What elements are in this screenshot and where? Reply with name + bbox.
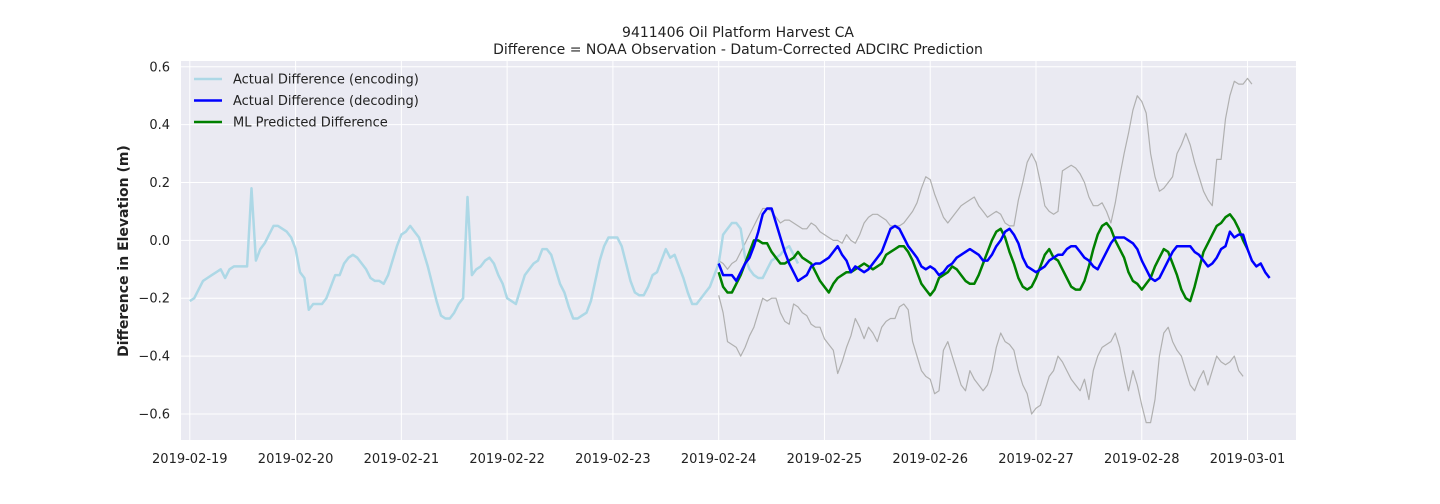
x-tick-label: 2019-02-20 [258, 452, 334, 467]
x-tick-label: 2019-02-22 [469, 452, 545, 467]
chart-subtitle: Difference = NOAA Observation - Datum-Co… [493, 42, 983, 58]
series-layer [189, 77, 1271, 424]
chart-title: 9411406 Oil Platform Harvest CA [622, 25, 854, 41]
y-tick-label: 0.4 [149, 118, 170, 133]
legend-entry: Actual Difference (decoding) [233, 94, 419, 109]
x-tick-label: 2019-02-21 [364, 452, 440, 467]
y-tick-label: −0.2 [138, 292, 170, 307]
encoding-line [189, 187, 800, 320]
lower-bound-line [718, 295, 1244, 424]
y-axis-label: Difference in Elevation (m) [116, 145, 132, 357]
ml-predicted-line [717, 213, 1249, 303]
y-tick-label: −0.6 [138, 407, 170, 422]
legend-entry: ML Predicted Difference [233, 116, 388, 131]
y-tick-label: 0.2 [149, 176, 170, 191]
upper-bound-line [718, 77, 1253, 270]
x-tick-label: 2019-02-28 [1104, 452, 1180, 467]
x-tick-label: 2019-02-23 [575, 452, 651, 467]
y-tick-labels: −0.6 −0.4 −0.2 0.0 0.2 0.4 0.6 [138, 60, 170, 422]
y-tick-label: 0.0 [149, 234, 170, 249]
x-tick-label: 2019-03-01 [1210, 452, 1286, 467]
x-tick-label: 2019-02-24 [681, 452, 757, 467]
y-tick-label: 0.6 [149, 60, 170, 75]
y-tick-label: −0.4 [138, 350, 170, 365]
x-tick-labels: 2019-02-19 2019-02-20 2019-02-21 2019-02-22… [152, 452, 1285, 467]
gridlines [181, 61, 1296, 440]
x-tick-label: 2019-02-27 [998, 452, 1074, 467]
x-tick-label: 2019-02-25 [787, 452, 863, 467]
x-tick-label: 2019-02-26 [892, 452, 968, 467]
legend: Actual Difference (encoding) Actual Diffe… [194, 73, 419, 131]
x-tick-label: 2019-02-19 [152, 452, 228, 467]
decoding-line [717, 207, 1271, 283]
legend-entry: Actual Difference (encoding) [233, 73, 419, 88]
